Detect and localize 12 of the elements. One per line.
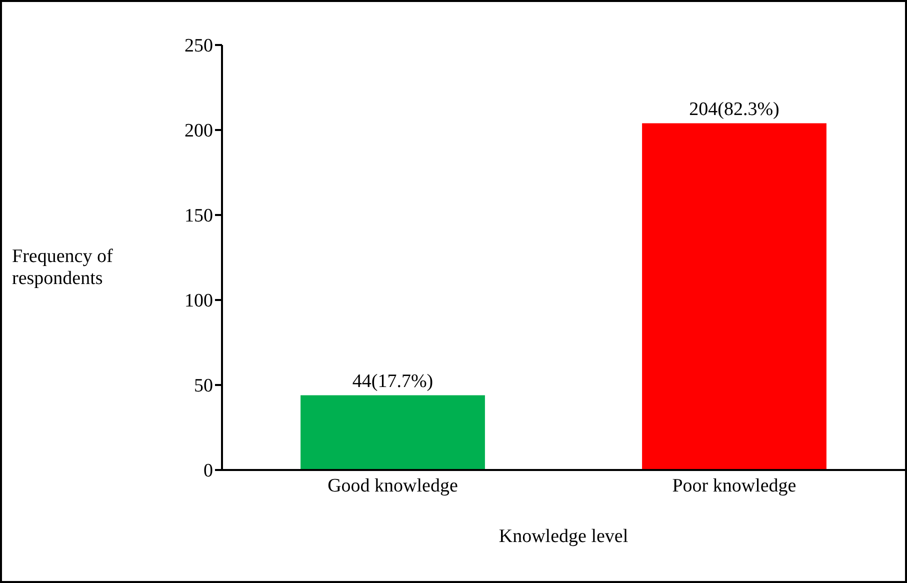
y-tick-label: 250 — [184, 36, 213, 57]
y-tick-label: 150 — [184, 206, 213, 227]
data-label: 204(82.3%) — [689, 99, 780, 120]
y-axis-title: Frequency of respondents — [12, 246, 114, 290]
data-label: 44(17.7%) — [352, 371, 434, 392]
y-tick-label: 50 — [194, 376, 213, 397]
x-tick-label: Good knowledge — [328, 475, 458, 496]
x-axis-title: Knowledge level — [498, 526, 630, 548]
y-tick-label: 0 — [204, 460, 213, 482]
x-tick-label: Poor knowledge — [672, 475, 796, 496]
y-tick-label: 200 — [184, 120, 213, 142]
y-tick-label: 100 — [184, 290, 213, 312]
